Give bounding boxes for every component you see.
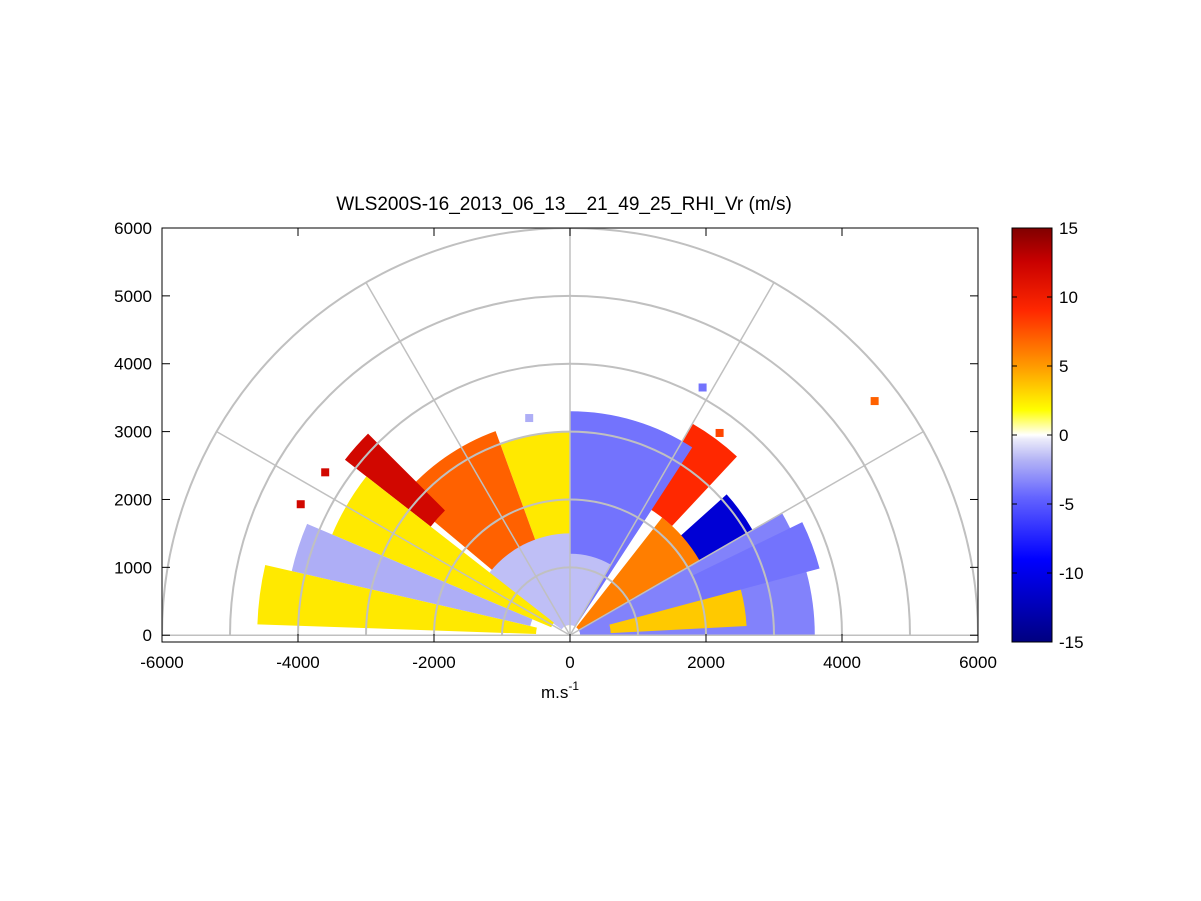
velocity-cell-3: [296, 500, 305, 509]
y-axis-ticks: 0 1000 2000 3000 4000 5000 6000: [114, 219, 978, 645]
azimuth-spoke-30: [569, 430, 924, 636]
colorbar-tick-label: 0: [1059, 426, 1068, 445]
velocity-cell-4: [698, 383, 707, 392]
colorbar-tick-label: -5: [1059, 495, 1074, 514]
x-tick-label: -2000: [412, 653, 455, 672]
chart-title: WLS200S-16_2013_06_13__21_49_25_RHI_Vr (…: [336, 194, 792, 215]
x-axis-label-base: m.s: [541, 683, 568, 702]
x-axis-label-superscript: -1: [568, 679, 579, 693]
velocity-sector-14: [257, 564, 537, 635]
velocity-cell-1: [715, 428, 724, 437]
x-tick-label: 0: [565, 653, 574, 672]
y-tick-label: 5000: [114, 287, 152, 306]
velocity-sector-4: [576, 517, 700, 631]
velocity-field: [257, 383, 879, 636]
azimuth-spoke-120: [365, 282, 571, 636]
y-tick-label: 3000: [114, 423, 152, 442]
velocity-sector-7: [570, 553, 611, 627]
velocity-sector-2: [692, 522, 820, 601]
colorbar-tick-label: -15: [1059, 633, 1084, 652]
colorbar: [1011, 227, 1053, 643]
velocity-sector-1: [609, 589, 747, 634]
colorbar-tick-label: -10: [1059, 564, 1084, 583]
x-axis-ticks: -6000 -4000 -2000 0 2000 4000 6000: [140, 228, 997, 672]
azimuth-spoke-150: [216, 430, 571, 636]
x-tick-label: 2000: [687, 653, 725, 672]
x-tick-label: -6000: [140, 653, 183, 672]
velocity-sector-12: [332, 476, 554, 628]
velocity-sector-11: [344, 433, 445, 527]
x-tick-label: 4000: [823, 653, 861, 672]
y-tick-label: 2000: [114, 490, 152, 509]
velocity-cell-2: [321, 468, 330, 477]
colorbar-tick-label: 10: [1059, 288, 1078, 307]
velocity-sector-9: [403, 431, 543, 583]
y-tick-label: 1000: [114, 558, 152, 577]
x-tick-label: 6000: [959, 653, 997, 672]
y-tick-label: 4000: [114, 355, 152, 374]
y-tick-label: 0: [143, 626, 152, 645]
azimuth-spoke-60: [569, 282, 775, 636]
x-axis-label: m.s-1: [541, 679, 579, 702]
x-tick-label: -4000: [276, 653, 319, 672]
velocity-cell-5: [525, 414, 534, 423]
polar-grid: [162, 228, 978, 636]
colorbar-tick-label: 5: [1059, 357, 1068, 376]
velocity-sector-13: [291, 523, 533, 627]
velocity-cell-0: [870, 397, 879, 406]
colorbar-tick-label: 15: [1059, 219, 1078, 238]
colorbar-ticks: 15 10 5 0 -5 -10 -15: [1012, 219, 1084, 652]
y-tick-label: 6000: [114, 219, 152, 238]
velocity-sector-5: [644, 423, 737, 527]
